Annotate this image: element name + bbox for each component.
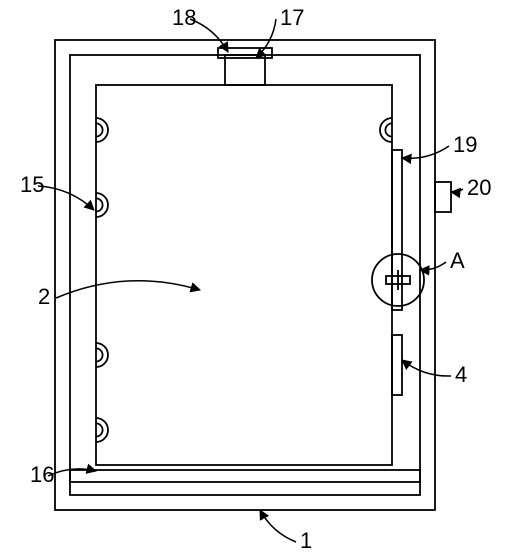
leader-l15 — [38, 186, 94, 210]
label-l2: 2 — [38, 284, 50, 309]
label-l18: 18 — [172, 5, 196, 30]
diagram-svg: 18 17 19 20 15 2 A 4 16 1 — [0, 0, 517, 559]
leader-l4 — [402, 360, 451, 376]
label-l15: 15 — [20, 172, 44, 197]
label-l1: 1 — [300, 528, 312, 553]
label-l16: 16 — [30, 462, 54, 487]
label-l17: 17 — [280, 5, 304, 30]
leader-l1 — [260, 510, 296, 542]
label-l4: 4 — [455, 362, 467, 387]
label-lA: A — [450, 248, 465, 273]
label-l19: 19 — [453, 132, 477, 157]
leader-l17 — [256, 19, 276, 58]
leader-l20 — [451, 189, 463, 192]
label-l20: 20 — [467, 175, 491, 200]
leader-l2 — [56, 281, 200, 298]
leader-lA — [420, 262, 446, 270]
leader-l19 — [402, 146, 449, 158]
